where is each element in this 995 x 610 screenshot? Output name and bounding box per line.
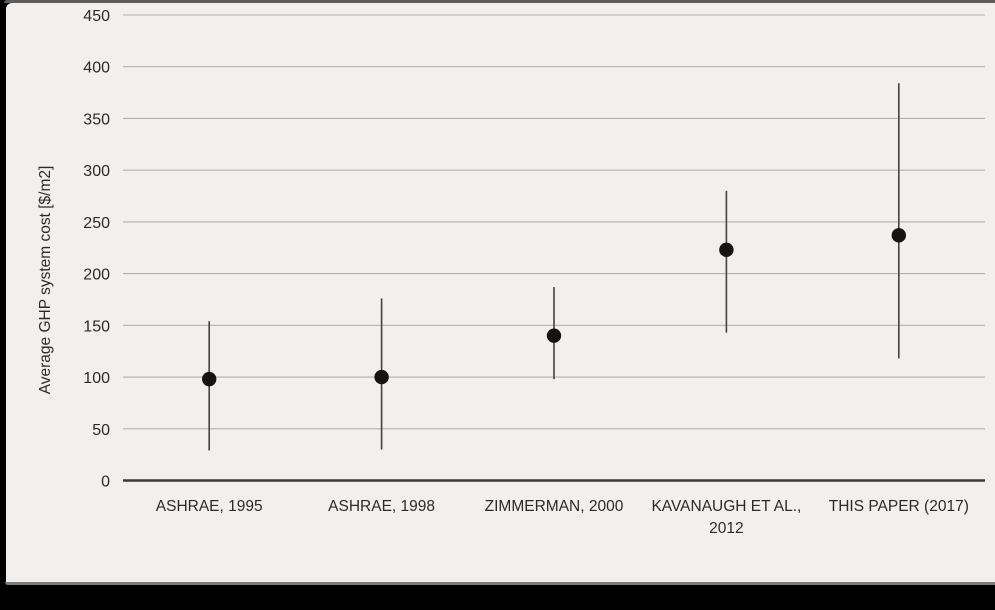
x-tick-label: 2012: [709, 520, 743, 537]
x-tick-label: ASHRAE, 1998: [328, 498, 435, 515]
y-tick-label: 300: [83, 163, 110, 180]
data-point: [891, 228, 906, 243]
data-point: [546, 328, 562, 343]
y-tick-label: 400: [83, 60, 110, 77]
y-tick-label: 350: [83, 111, 110, 128]
x-tick-label: ZIMMERMAN, 2000: [485, 498, 624, 515]
x-tick-label: ASHRAE, 1995: [156, 498, 263, 515]
y-tick-label: 450: [83, 8, 110, 25]
chart-panel: 0 50 100 150 200 250 300 350 400 450 ASHRAE, 1995 A…: [6, 3, 995, 582]
frame-top-edge: [4, 0, 995, 3]
data-point: [202, 371, 217, 387]
frame-bottom-edge: [5, 582, 995, 585]
y-tick-label: 250: [83, 215, 110, 232]
x-tick-label: THIS PAPER (2017): [829, 498, 969, 515]
x-tick-label: KAVANAUGH ET AL.,: [651, 498, 801, 515]
data-point: [719, 242, 734, 258]
y-tick-label: 200: [83, 267, 110, 284]
chart-svg: 0 50 100 150 200 250 300 350 400 450 ASHRAE, 1995 A…: [37, 8, 985, 537]
y-tick-label: 0: [101, 474, 110, 491]
y-tick-label: 50: [92, 422, 110, 439]
data-point: [374, 369, 389, 385]
y-axis-title: Average GHP system cost [$/m2]: [37, 166, 54, 395]
y-tick-label: 100: [83, 370, 110, 387]
y-tick-label: 150: [83, 318, 110, 335]
